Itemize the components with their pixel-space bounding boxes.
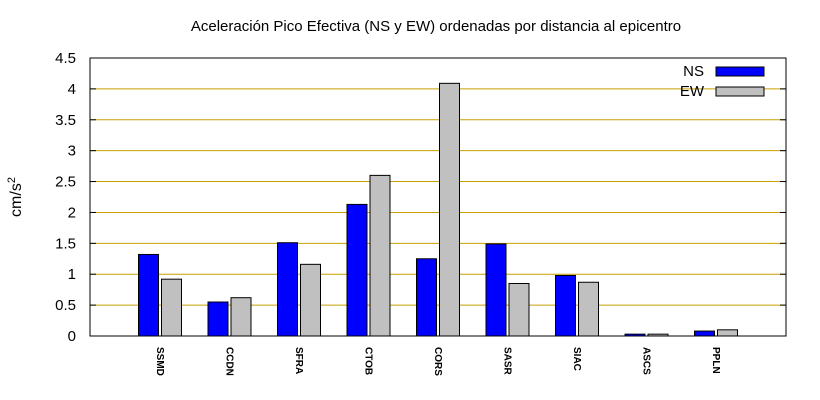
bar-ns-ppln [694,330,715,337]
y-tick-label: 0 [68,328,76,345]
bar-ns-ascs [624,333,646,337]
x-tick-label-ssmd: SSMD [154,347,165,376]
x-tick-label-ccdn: CCDN [224,347,235,376]
legend-label-ns: NS [683,63,704,80]
bars [138,82,738,337]
bar-ns-ccdn [207,301,229,337]
y-tick-label: 1 [68,266,76,283]
bar-ns-ctob [346,203,368,337]
plot-frame [89,57,787,337]
y-tick-label: 4 [68,81,76,98]
bar-ew-sasr [508,282,530,337]
y-tick-label: 2.5 [55,174,76,191]
bar-ew-ssmd [161,278,182,337]
y-tick-label: 3.5 [55,112,76,129]
legend-label-ew: EW [680,83,705,100]
bar-ew-cors [439,82,460,337]
bar-ns-sasr [485,243,507,337]
x-tick-label-ascs: ASCS [641,347,652,375]
bar-ns-sfra [277,242,298,337]
bar-ew-ppln [717,329,738,337]
legend: NS EW [680,63,765,100]
bar-ew-sfra [300,263,321,337]
x-tick-label-cors: CORS [432,347,443,376]
y-axis-label-superscript: 2 [6,177,18,183]
bar-ew-siac [578,281,599,337]
x-tick-label-ctob: CTOB [363,347,374,375]
legend-swatch-ns [715,66,765,77]
y-tick-label: 1.5 [55,235,76,252]
bar-ew-ccdn [230,297,252,337]
x-tick-label-sfra: SFRA [293,347,304,374]
bar-ns-siac [555,274,576,337]
legend-swatch-ew [715,86,765,97]
bar-ns-ssmd [138,253,159,337]
x-tick-label-sasr: SASR [502,347,513,376]
x-tick-label-ppln: PPLN [710,347,721,374]
y-tick-label: 0.5 [55,297,76,314]
chart-title: Aceleración Pico Efectiva (NS y EW) orde… [191,18,681,35]
bar-ns-cors [416,258,437,337]
x-tick-label-siac: SIAC [571,347,582,371]
y-axis-ticks: 0 0.5 1 1.5 2 2.5 3 3.5 4 4.5 [55,50,786,345]
y-axis-label: cm/s2 [6,177,25,217]
grid [90,88,786,306]
bar-ew-ascs [647,333,669,337]
bar-ew-ctob [369,174,391,337]
y-tick-label: 2 [68,204,76,221]
x-axis-categories: SSMD CCDN SFRA CTOB CORS SASR SIAC ASCS PPLN [154,347,721,376]
y-tick-label: 4.5 [55,50,76,67]
y-tick-label: 3 [68,143,76,160]
